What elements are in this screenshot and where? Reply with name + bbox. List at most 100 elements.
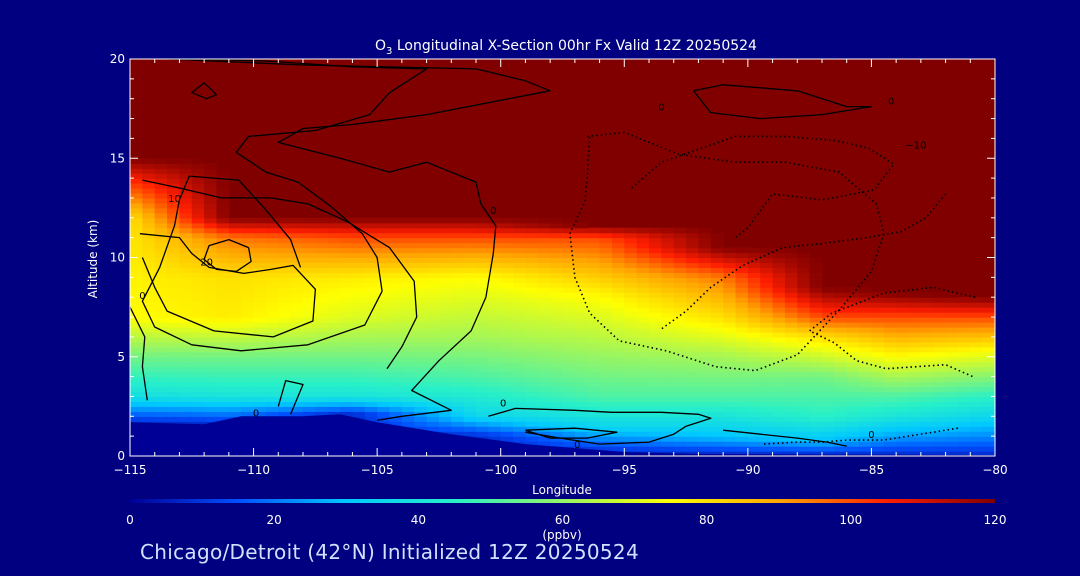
ozone-cell bbox=[797, 446, 811, 452]
ozone-cell bbox=[562, 356, 576, 363]
ozone-cell bbox=[389, 297, 403, 303]
ozone-cell bbox=[698, 272, 712, 278]
ozone-cell bbox=[327, 326, 341, 333]
ozone-cell bbox=[698, 232, 712, 239]
ozone-cell bbox=[191, 192, 205, 199]
ozone-cell bbox=[550, 307, 564, 313]
ozone-cell bbox=[142, 411, 156, 417]
ozone-cell bbox=[624, 376, 638, 383]
ozone-cell bbox=[513, 242, 527, 249]
ozone-cell bbox=[747, 401, 761, 407]
ozone-cell bbox=[735, 416, 749, 422]
ozone-cell bbox=[636, 262, 650, 269]
ozone-cell bbox=[327, 317, 341, 323]
ozone-cell bbox=[179, 361, 193, 368]
ozone-cell bbox=[377, 376, 391, 383]
ozone-cell bbox=[698, 267, 712, 273]
ozone-cell bbox=[587, 282, 601, 288]
ozone-cell bbox=[463, 262, 477, 269]
ozone-cell bbox=[809, 436, 823, 442]
ozone-cell bbox=[327, 366, 341, 373]
ozone-cell bbox=[834, 292, 848, 298]
ozone-cell bbox=[760, 297, 774, 303]
ozone-cell bbox=[883, 426, 897, 432]
ozone-cell bbox=[698, 341, 712, 348]
ozone-cell bbox=[500, 307, 514, 313]
ozone-cell bbox=[340, 232, 354, 239]
ozone-cell bbox=[636, 227, 650, 234]
ozone-cell bbox=[735, 421, 749, 427]
ozone-cell bbox=[142, 292, 156, 298]
ozone-cell bbox=[204, 232, 218, 239]
ozone-cell bbox=[550, 252, 564, 259]
ozone-cell bbox=[364, 322, 378, 328]
ozone-cell bbox=[476, 267, 489, 273]
ozone-cell bbox=[574, 237, 588, 244]
ozone-cell bbox=[686, 262, 700, 269]
ozone-cell bbox=[772, 282, 786, 288]
ozone-cell bbox=[661, 361, 675, 368]
ozone-cell bbox=[574, 436, 588, 442]
ozone-cell bbox=[179, 173, 193, 179]
ozone-cell bbox=[896, 297, 910, 303]
ozone-cell bbox=[438, 366, 452, 373]
ozone-cell bbox=[945, 441, 959, 447]
ozone-cell bbox=[303, 227, 316, 234]
ozone-cell bbox=[414, 366, 428, 373]
ozone-cell bbox=[327, 406, 341, 412]
ozone-cell bbox=[364, 292, 378, 298]
ozone-cell bbox=[784, 302, 798, 308]
ozone-cell bbox=[834, 381, 848, 388]
ozone-cell bbox=[710, 287, 724, 293]
ozone-cell bbox=[673, 416, 687, 422]
ozone-cell bbox=[834, 436, 848, 442]
ozone-cell bbox=[846, 361, 860, 368]
ozone-cell bbox=[377, 237, 391, 244]
ozone-cell bbox=[513, 217, 527, 224]
ozone-cell bbox=[352, 292, 366, 298]
ozone-cell bbox=[859, 411, 873, 417]
ozone-cell bbox=[426, 252, 440, 259]
ozone-cell bbox=[710, 361, 724, 368]
ozone-cell bbox=[278, 346, 292, 353]
colorbar-gradient bbox=[130, 499, 995, 503]
ozone-cell bbox=[673, 441, 687, 447]
ozone-cell bbox=[871, 297, 885, 303]
ozone-cell bbox=[747, 297, 761, 303]
ozone-cell bbox=[142, 331, 156, 338]
ozone-cell bbox=[216, 168, 230, 174]
ozone-cell bbox=[352, 396, 366, 403]
ozone-cell bbox=[809, 336, 823, 343]
ozone-cell bbox=[574, 227, 588, 234]
ozone-cell bbox=[401, 237, 415, 244]
ozone-cell bbox=[228, 356, 242, 363]
ozone-cell bbox=[735, 351, 749, 358]
ozone-cell bbox=[463, 292, 477, 298]
ozone-cell bbox=[438, 356, 452, 363]
ozone-cell bbox=[525, 257, 539, 264]
ozone-cell bbox=[945, 431, 959, 437]
ozone-cell bbox=[327, 247, 341, 254]
ozone-cell bbox=[686, 431, 700, 437]
contour-label: 0 bbox=[253, 408, 259, 419]
ozone-cell bbox=[611, 267, 625, 273]
ozone-cell bbox=[599, 322, 613, 328]
plot-area bbox=[130, 59, 995, 456]
ozone-cell bbox=[970, 331, 984, 338]
ozone-cell bbox=[414, 396, 428, 403]
ozone-cell bbox=[179, 371, 193, 378]
ozone-cell bbox=[611, 356, 625, 363]
ozone-cell bbox=[377, 242, 391, 249]
ozone-cell bbox=[574, 371, 588, 378]
ozone-cell bbox=[228, 302, 242, 308]
ozone-cell bbox=[760, 361, 774, 368]
ozone-cell bbox=[216, 411, 230, 417]
ozone-cell bbox=[747, 376, 761, 383]
ozone-cell bbox=[228, 252, 242, 259]
ozone-cell bbox=[315, 252, 329, 259]
ozone-cell bbox=[488, 292, 502, 298]
ozone-cell bbox=[414, 277, 428, 283]
ozone-cell bbox=[710, 322, 724, 328]
ozone-cell bbox=[327, 222, 341, 229]
ozone-cell bbox=[500, 331, 514, 338]
